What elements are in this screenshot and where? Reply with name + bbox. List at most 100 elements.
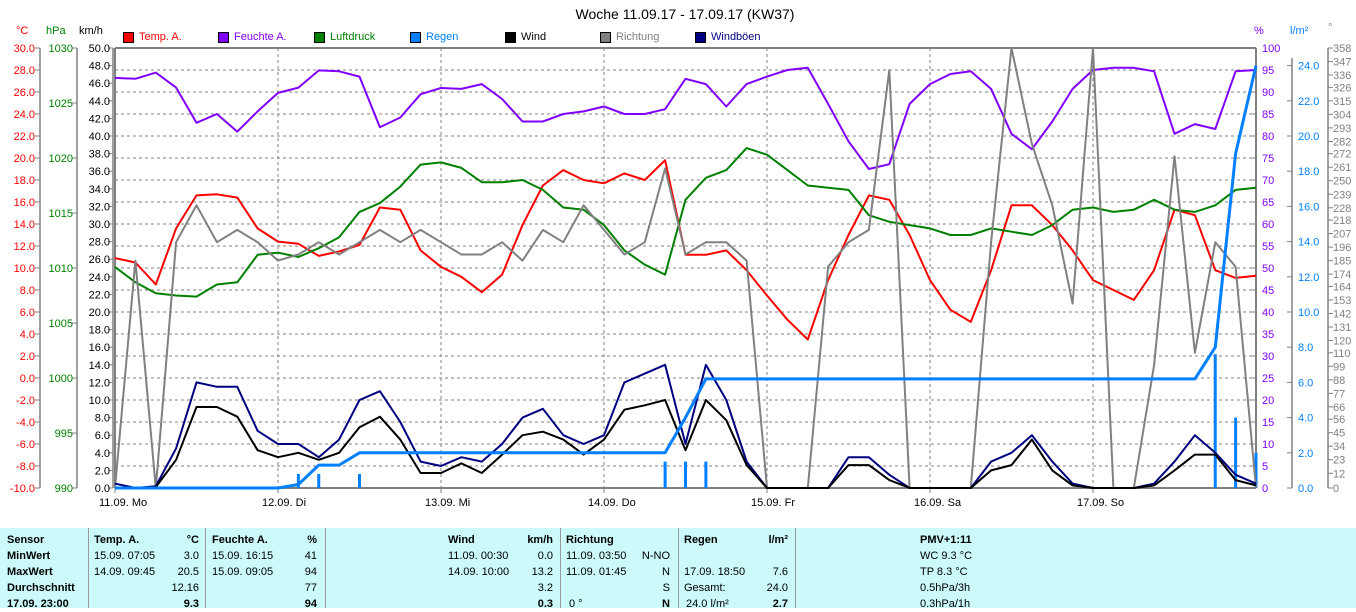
- stats-table: Sensor MinWert MaxWert Durchschnitt 17.0…: [0, 528, 1356, 610]
- direction-tick-label: 347: [1333, 57, 1351, 69]
- direction-unit-label: °: [1328, 22, 1333, 34]
- wind-tick-label: 38.0: [89, 149, 110, 161]
- direction-tick-label: 131: [1333, 322, 1351, 334]
- wind-tick-label: 4.0: [95, 448, 110, 460]
- humidity-tick-label: 25: [1262, 373, 1274, 385]
- pressure-tick-label: 995: [55, 428, 73, 440]
- rain-bar: [684, 461, 687, 488]
- rain-total-label: Gesamt:: [684, 582, 726, 594]
- direction-tick-label: 282: [1333, 136, 1351, 148]
- temp-min: 3.0: [183, 550, 199, 562]
- x-tick-label: 14.09. Do: [588, 497, 636, 509]
- rain-bar: [1213, 354, 1217, 488]
- wind-tick-label: 20.0: [89, 307, 110, 319]
- series-line-regen: [115, 65, 1258, 490]
- legend-swatch: [600, 31, 611, 43]
- temp-tick-label: 20.0: [14, 153, 35, 165]
- humidity-tick-label: 95: [1262, 65, 1274, 77]
- wind-tick-label: 14.0: [89, 360, 110, 372]
- direction-tick-label: 293: [1333, 123, 1351, 135]
- direction-tick-label: 142: [1333, 308, 1351, 320]
- wind-max: 13.2: [531, 566, 553, 578]
- row-label-min: MinWert: [7, 550, 51, 562]
- rain-tick-label: 6.0: [1298, 377, 1313, 389]
- humidity-max: 94: [304, 566, 317, 578]
- temp-tick-label: -4.0: [16, 417, 35, 429]
- legend-label: Wind: [521, 31, 547, 43]
- rain-tick-label: 16.0: [1298, 201, 1319, 213]
- direction-tick-label: 0: [1333, 483, 1339, 495]
- direction-tick-label: 45: [1333, 428, 1345, 440]
- rain-bar: [704, 461, 708, 488]
- pressure-tick-label: 1025: [49, 98, 73, 110]
- humidity-tick-label: 85: [1262, 109, 1274, 121]
- x-tick-label: 12.09. Di: [262, 497, 306, 509]
- rain-tick-label: 2.0: [1298, 448, 1313, 460]
- direction-max-time: 11.09. 01:45: [566, 566, 627, 578]
- legend-item: Feuchte A.: [218, 31, 287, 43]
- humidity-tick-label: 90: [1262, 87, 1274, 99]
- direction-current: N: [662, 598, 670, 610]
- legend-item: Regen: [410, 31, 458, 43]
- wind-tick-label: 36.0: [89, 166, 110, 178]
- direction-tick-label: 228: [1333, 203, 1351, 215]
- wind-tick-label: 46.0: [89, 78, 110, 90]
- direction-avg: S: [662, 582, 670, 594]
- rain-tick-label: 12.0: [1298, 272, 1319, 284]
- pressure-tick-label: 1030: [49, 43, 73, 55]
- direction-tick-label: 358: [1333, 43, 1351, 55]
- humidity-tick-label: 70: [1262, 175, 1274, 187]
- temp-tick-label: 26.0: [14, 87, 35, 99]
- humidity-header: Feuchte A.: [212, 534, 268, 546]
- humidity-tick-label: 60: [1262, 219, 1274, 231]
- wind-tick-label: 30.0: [89, 219, 110, 231]
- wind-tick-label: 22.0: [89, 289, 110, 301]
- temp-unit: °C: [186, 534, 199, 546]
- humidity-tick-label: 50: [1262, 263, 1274, 275]
- direction-tick-label: 77: [1333, 388, 1345, 400]
- humidity-tick-label: 20: [1262, 395, 1274, 407]
- direction-tick-label: 110: [1333, 348, 1351, 360]
- weekly-weather-chart: 11.09. Mo 12.09. Di 13.09. Mi 14.09. Do 15.0…: [10, 43, 1351, 509]
- rain-bar: [1254, 452, 1258, 488]
- wind-unit-label: km/h: [79, 25, 103, 37]
- rain-tick-label: 4.0: [1298, 413, 1313, 425]
- legend-swatch: [695, 31, 706, 43]
- humidity-unit: %: [307, 534, 317, 546]
- wind-tick-label: 44.0: [89, 96, 110, 108]
- direction-tick-label: 239: [1333, 189, 1351, 201]
- rain-bar: [358, 473, 361, 488]
- direction-tick-label: 174: [1333, 269, 1351, 281]
- direction-current-deg: 0 °: [569, 598, 583, 610]
- direction-tick-label: 326: [1333, 82, 1351, 94]
- wind-tick-label: 12.0: [89, 377, 110, 389]
- legend-label: Feuchte A.: [234, 31, 287, 43]
- legend-swatch: [314, 31, 325, 43]
- rain-tick-label: 8.0: [1298, 342, 1313, 354]
- humidity-min: 41: [304, 550, 317, 562]
- temp-tick-label: 8.0: [20, 285, 35, 297]
- wind-tick-label: 40.0: [89, 131, 110, 143]
- humidity-tick-label: 55: [1262, 241, 1274, 253]
- wind-min: 0.0: [537, 550, 553, 562]
- temp-tick-label: -8.0: [16, 461, 35, 473]
- humidity-tick-label: 45: [1262, 285, 1274, 297]
- rain-unit: l/m²: [768, 534, 788, 546]
- rain-tick-label: 20.0: [1298, 131, 1319, 143]
- legend-label: Luftdruck: [330, 31, 376, 43]
- rain-tick-label: 14.0: [1298, 237, 1319, 249]
- direction-tick-label: 12: [1333, 468, 1345, 480]
- legend-label: Windböen: [711, 31, 761, 43]
- rain-current-label: 24.0 l/m²: [686, 598, 729, 610]
- humidity-tick-label: 35: [1262, 329, 1274, 341]
- rain-bar: [317, 473, 321, 488]
- temp-tick-label: -6.0: [16, 439, 35, 451]
- rain-current: 2.7: [772, 598, 788, 610]
- pressure-tick-label: 1020: [49, 153, 73, 165]
- x-tick-label: 17.09. So: [1077, 497, 1124, 509]
- humidity-tick-label: 5: [1262, 461, 1268, 473]
- wind-tick-label: 0.0: [95, 483, 110, 495]
- wind-tick-label: 18.0: [89, 325, 110, 337]
- wind-header: Wind: [448, 534, 475, 546]
- rain-header: Regen: [684, 534, 718, 546]
